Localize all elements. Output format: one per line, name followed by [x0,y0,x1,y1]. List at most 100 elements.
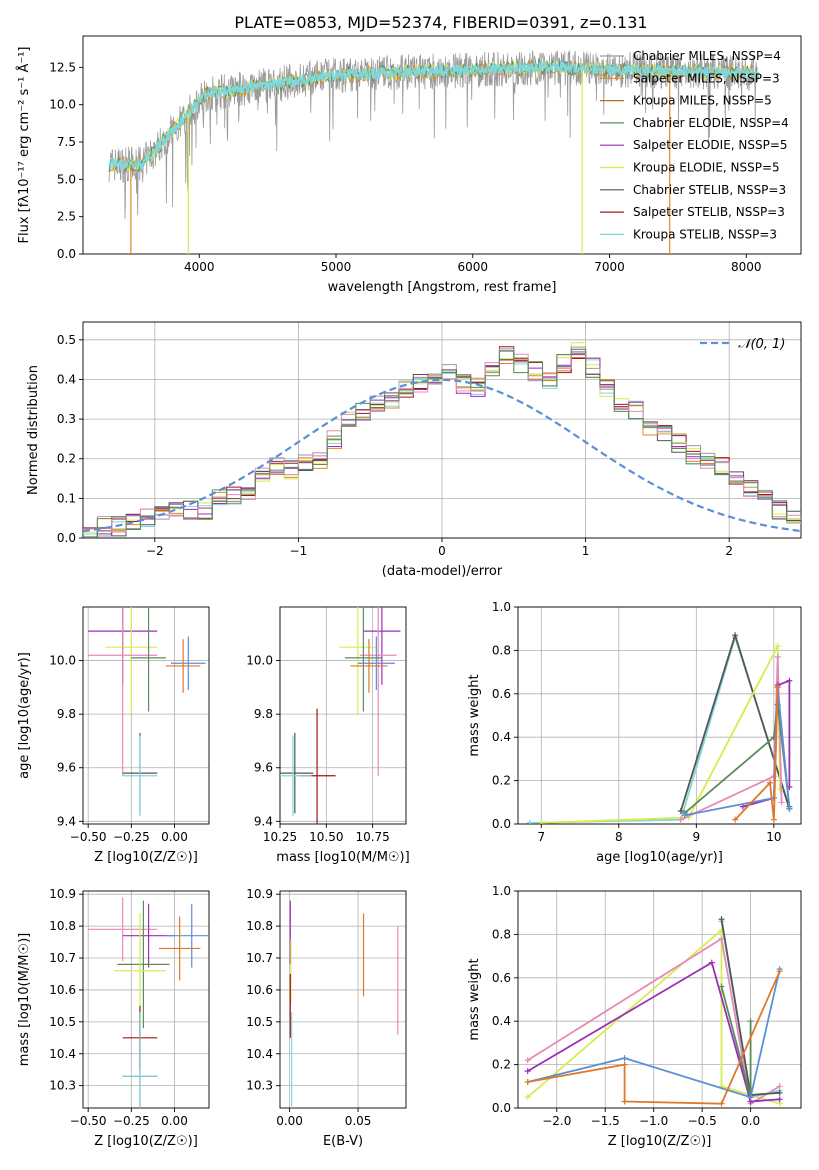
weight-point-marker [621,1055,628,1062]
x-tick-label: −1 [290,544,308,558]
histogram-step-line [83,348,801,538]
y-tick-label: 10.6 [49,983,76,997]
x-tick-label: −0.25 [113,830,150,844]
weight-point-marker [786,805,793,812]
weight-point-marker [524,1068,531,1075]
y-tick-label: 10.3 [49,1079,76,1093]
weight-point-marker [524,1094,531,1101]
mass-vs-Z-panel: −0.50 −0.25 0.00 10.3 10.4 10.5 10.6 10.7 10.8 10… [17,887,210,1149]
x-axis-label: E(B-V) [323,1134,363,1149]
y-tick-label: 10.4 [246,1047,273,1061]
x-tick-label: 8000 [731,260,762,274]
weight-point-marker [621,1098,628,1105]
weight-point-marker [766,779,773,786]
y-tick-label: 0.8 [492,643,511,657]
y-tick-label: 10.0 [246,654,273,668]
x-axis-label: mass [log10(M/M☉)] [276,850,409,865]
x-tick-label: −0.50 [70,1114,107,1128]
legend-label: Salpeter STELIB, NSSP=3 [633,205,785,219]
y-tick-label: 9.6 [57,761,76,775]
y-tick-label: 9.8 [57,707,76,721]
weight-point-marker [770,816,777,823]
y-tick-label: 0.0 [492,817,511,831]
x-tick-label: −1.5 [591,1114,620,1128]
y-tick-label: 0.2 [57,452,76,466]
legend-label: Chabrier MILES, NSSP=4 [633,49,781,63]
weight-point-marker [677,816,684,823]
weight-series-line [529,634,791,824]
y-tick-label: 10.3 [246,1079,273,1093]
y-tick-label: 1.0 [492,884,511,898]
y-tick-label: 7.5 [57,135,76,149]
weight-series-line [679,632,791,812]
x-tick-label: 10.25 [263,830,297,844]
x-tick-label: 0.00 [161,1114,188,1128]
x-tick-label: 0.00 [161,830,188,844]
axes-frame [82,890,210,1109]
x-tick-label: −0.25 [113,1114,150,1128]
y-tick-label: 0.3 [57,412,76,426]
model-spectrum-line [108,61,760,172]
weight-series-line [527,968,781,1099]
weight-point-marker [718,916,725,923]
y-tick-label: 0.4 [492,1014,511,1028]
weight-series-line [527,937,781,1106]
normal-curve-line [83,378,801,533]
y-axis-label: Normed distribution [26,365,41,495]
weight-point-marker [774,684,781,691]
weight-point-marker [621,1061,628,1068]
y-tick-label: 0.4 [492,730,511,744]
age-vs-mass-plot-area [280,607,401,824]
weight-point-marker [786,677,793,684]
weight-point-marker [776,1096,783,1103]
figure-title: PLATE=0853, MJD=52374, FIBERID=0391, z=0… [234,13,647,32]
y-axis-label: mass weight [467,674,482,756]
y-tick-label: 10.9 [49,887,76,901]
weight-point-marker [708,959,715,966]
axes-frame [517,606,802,825]
x-axis-label: Z [log10(Z/Z☉)] [608,1134,712,1149]
residuals-plot-area [83,342,801,538]
axes-frame [517,890,802,1109]
y-tick-label: 10.8 [49,919,76,933]
x-tick-label: 10.75 [355,830,389,844]
x-axis-label: (data-model)/error [382,564,503,579]
weight-vs-Z-panel: −2.0 −1.5 −1.0 −0.5 0.0 0.0 0.2 0.4 0.6 0.8 1.0 Z [… [467,884,802,1149]
legend-label: Kroupa STELIB, NSSP=3 [633,227,777,241]
spectrum-panel: 4000 5000 6000 7000 8000 0.0 2.5 5.0 7.5 10.0 12.5… [16,35,802,295]
weight-point-marker [718,1100,725,1107]
x-tick-label: −2.0 [542,1114,571,1128]
y-tick-label: 0.8 [492,927,511,941]
y-tick-label: 9.4 [57,814,76,828]
x-axis-label: wavelength [Angstrom, rest frame] [328,280,557,295]
y-tick-label: 9.4 [254,814,273,828]
x-tick-label: 0 [438,544,446,558]
weight-point-marker [747,1094,754,1101]
age-vs-mass-panel: 10.25 10.50 10.75 9.4 9.6 9.8 10.0 mass [log10(… [246,606,410,865]
x-tick-label: 7000 [594,260,625,274]
y-tick-label: 10.5 [49,1015,76,1029]
y-tick-label: 0.2 [492,774,511,788]
y-tick-label: 10.0 [49,98,76,112]
y-tick-label: 0.0 [492,1101,511,1115]
y-tick-label: 10.6 [246,983,273,997]
weight-point-marker [732,816,739,823]
mass-vs-Z-plot-area [88,897,209,1108]
weight-point-marker [747,1018,754,1025]
x-tick-label: 10 [766,830,781,844]
y-tick-label: 12.5 [49,60,76,74]
y-axis-label: mass [log10(M/M☉)] [17,933,32,1066]
x-tick-label: 0.0 [741,1114,760,1128]
weight-point-marker [732,632,739,639]
legend-label: Kroupa MILES, NSSP=5 [633,94,772,108]
x-tick-label: 1 [582,544,590,558]
weight-point-marker [681,812,688,819]
x-tick-label: 7 [537,830,545,844]
y-axis-label: Flux [fλ10⁻¹⁷ erg cm⁻² s⁻¹ Å⁻¹] [16,47,32,244]
x-tick-label: 5000 [321,260,352,274]
axes-frame [279,890,407,1109]
y-tick-label: 5.0 [57,172,76,186]
axes-frame [279,606,407,825]
y-tick-label: 10.4 [49,1047,76,1061]
x-tick-label: 10.50 [309,830,343,844]
